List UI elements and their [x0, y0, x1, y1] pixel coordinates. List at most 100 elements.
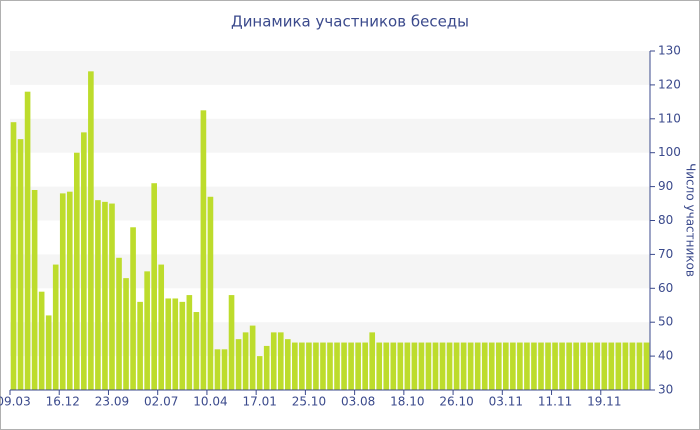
bar [460, 342, 467, 390]
bar [348, 342, 354, 390]
bar [207, 196, 214, 390]
bar [186, 295, 193, 390]
y-tick-label: 40 [658, 349, 673, 363]
x-tick-label: 11.11 [538, 395, 572, 409]
bar [10, 122, 17, 390]
y-tick-label: 120 [658, 77, 681, 91]
x-tick-label: 19.11 [587, 395, 621, 409]
x-tick-label: 23.09 [95, 395, 129, 409]
bar [545, 342, 551, 390]
bar [277, 332, 284, 390]
grid-band [10, 51, 650, 85]
bar [587, 342, 594, 390]
bar [263, 345, 270, 390]
bar [270, 332, 277, 390]
bar [636, 342, 643, 390]
bar [95, 200, 101, 390]
bar [594, 342, 601, 390]
bar [334, 342, 340, 390]
bar [503, 342, 509, 390]
bar [109, 203, 115, 390]
bar [432, 342, 439, 390]
bar [404, 342, 411, 390]
bar [31, 189, 38, 390]
y-tick-label: 110 [658, 111, 681, 125]
bar [256, 356, 263, 390]
bar [601, 342, 608, 390]
x-tick-label: 16.12 [46, 395, 80, 409]
bar [45, 315, 52, 390]
bar [320, 342, 326, 390]
bar [235, 339, 242, 390]
bar [538, 342, 544, 390]
grid-band [10, 118, 650, 153]
bar [116, 257, 122, 390]
bars [10, 71, 650, 391]
bar [531, 342, 537, 390]
bar [559, 342, 565, 390]
bar [425, 342, 432, 390]
bar [221, 349, 228, 390]
bar [355, 342, 361, 390]
bar [81, 132, 87, 391]
bar [313, 342, 319, 390]
bar [193, 312, 200, 390]
bar [151, 183, 157, 390]
bar [59, 193, 66, 390]
y-tick-label: 100 [658, 145, 681, 159]
bar [144, 271, 150, 390]
bar [622, 342, 629, 390]
bar [615, 342, 622, 390]
x-tick-label: 03.11 [489, 395, 523, 409]
bar [488, 342, 495, 390]
bar [38, 291, 45, 390]
y-tick-label: 30 [658, 383, 673, 397]
y-tick-label: 130 [658, 44, 681, 58]
bar [390, 342, 397, 390]
bar [292, 342, 298, 390]
bar [510, 342, 516, 390]
bar [573, 342, 579, 390]
bar [102, 201, 108, 390]
bar [172, 298, 179, 390]
x-tick-label: 17.01 [242, 395, 276, 409]
bar [376, 342, 383, 390]
bar [52, 264, 59, 390]
bar [418, 342, 425, 390]
bar [446, 342, 453, 390]
bar [580, 342, 586, 390]
bar [130, 227, 136, 390]
chart-title: Динамика участников беседы [231, 13, 469, 31]
bar [552, 342, 558, 390]
bar [341, 342, 347, 390]
bar [165, 298, 172, 390]
bar [383, 342, 390, 390]
bar [566, 342, 572, 390]
y-tick-label: 60 [658, 281, 673, 295]
bar [517, 342, 523, 390]
bar [327, 342, 333, 390]
y-tick-label: 50 [658, 315, 673, 329]
bar [214, 349, 221, 390]
x-tick-label: 26.10 [439, 395, 473, 409]
bar [467, 342, 474, 390]
bar [24, 91, 31, 391]
bar [200, 110, 207, 390]
x-tick-label: 25.10 [292, 395, 326, 409]
x-tick-label: 18.10 [390, 395, 424, 409]
bar [228, 295, 235, 390]
grid-band [10, 186, 650, 221]
bar [439, 342, 446, 390]
bar [643, 342, 650, 390]
bar [299, 342, 305, 390]
bar [362, 342, 368, 390]
bar [481, 342, 488, 390]
bar [74, 152, 80, 390]
bar [88, 71, 94, 390]
bar [629, 342, 636, 390]
y-tick-label: 70 [658, 247, 673, 261]
y-tick-label: 90 [658, 179, 673, 193]
bar [284, 339, 291, 390]
x-tick-label: 02.07 [144, 395, 178, 409]
